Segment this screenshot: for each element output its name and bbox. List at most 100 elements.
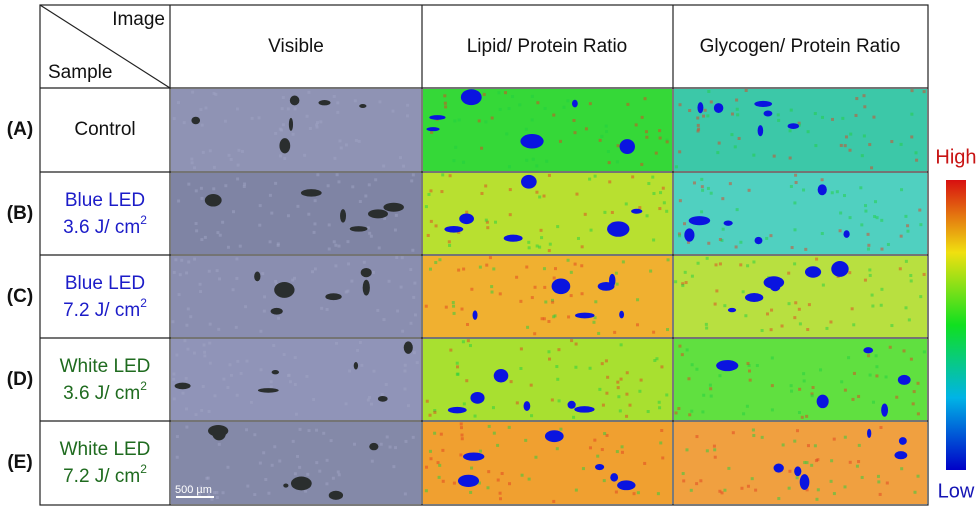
texture [909,273,913,277]
texture [888,345,892,349]
texture [459,426,463,430]
texture [336,101,340,105]
texture [368,231,372,235]
texture [403,492,407,496]
sample-label: White LED [60,356,151,377]
texture [307,429,311,433]
texture [399,156,403,160]
texture [681,472,685,476]
texture [674,411,678,415]
texture [192,351,196,355]
texture [425,465,429,469]
texture [562,105,566,109]
texture [298,427,302,431]
texture [236,359,240,363]
pore [713,103,724,113]
texture [530,94,534,98]
pore [349,226,368,232]
texture [187,182,191,186]
texture [190,489,194,493]
texture [910,112,914,116]
texture [816,488,820,492]
texture [721,227,725,231]
texture [262,309,266,313]
texture [751,428,755,432]
texture [830,117,834,121]
texture [202,343,206,347]
texture [235,257,239,261]
texture [457,268,461,272]
texture [547,173,551,177]
pore [503,234,523,242]
pore [567,400,576,409]
texture [717,141,721,145]
pore [804,266,822,278]
texture [350,279,354,283]
texture [859,186,863,190]
texture [200,196,204,200]
texture [208,322,212,326]
texture [573,262,577,266]
texture [728,182,732,186]
texture [867,354,871,358]
texture [780,324,784,328]
texture [527,477,531,481]
texture [899,234,903,238]
texture [605,130,609,134]
texture [293,382,297,386]
texture [880,218,884,222]
texture [358,200,362,204]
texture [433,410,437,414]
texture [748,369,752,373]
texture [213,394,217,398]
texture [188,484,192,488]
pore [274,281,295,298]
texture [315,123,319,127]
texture [356,348,360,352]
pore [609,273,616,288]
texture [286,374,290,378]
texture [619,343,623,347]
texture [394,446,398,450]
texture [686,240,690,244]
texture [534,455,538,459]
texture [460,433,464,437]
texture [409,321,413,325]
texture [718,262,722,266]
texture [600,362,604,366]
texture [574,342,578,346]
texture [871,304,875,308]
texture [307,90,311,94]
texture [509,380,513,384]
texture [393,228,397,232]
texture [890,324,894,328]
pore [754,100,773,107]
texture [715,289,719,293]
texture [530,118,534,122]
texture [298,465,302,469]
texture [594,300,598,304]
texture [503,91,507,95]
texture [462,402,466,406]
texture [770,308,774,312]
texture [380,393,384,397]
texture [737,136,741,140]
texture [411,173,415,177]
texture [790,389,794,393]
pore [457,474,480,488]
texture [274,131,278,135]
column-header: Visible [268,36,324,57]
texture [880,287,884,291]
texture [570,339,574,343]
texture [377,246,381,250]
texture [327,247,331,251]
texture [803,461,807,465]
texture [864,209,868,213]
texture [794,301,798,305]
texture [468,344,472,348]
pore [619,310,625,319]
texture [760,435,764,439]
texture [488,256,492,260]
texture [391,109,395,113]
texture [886,243,890,247]
